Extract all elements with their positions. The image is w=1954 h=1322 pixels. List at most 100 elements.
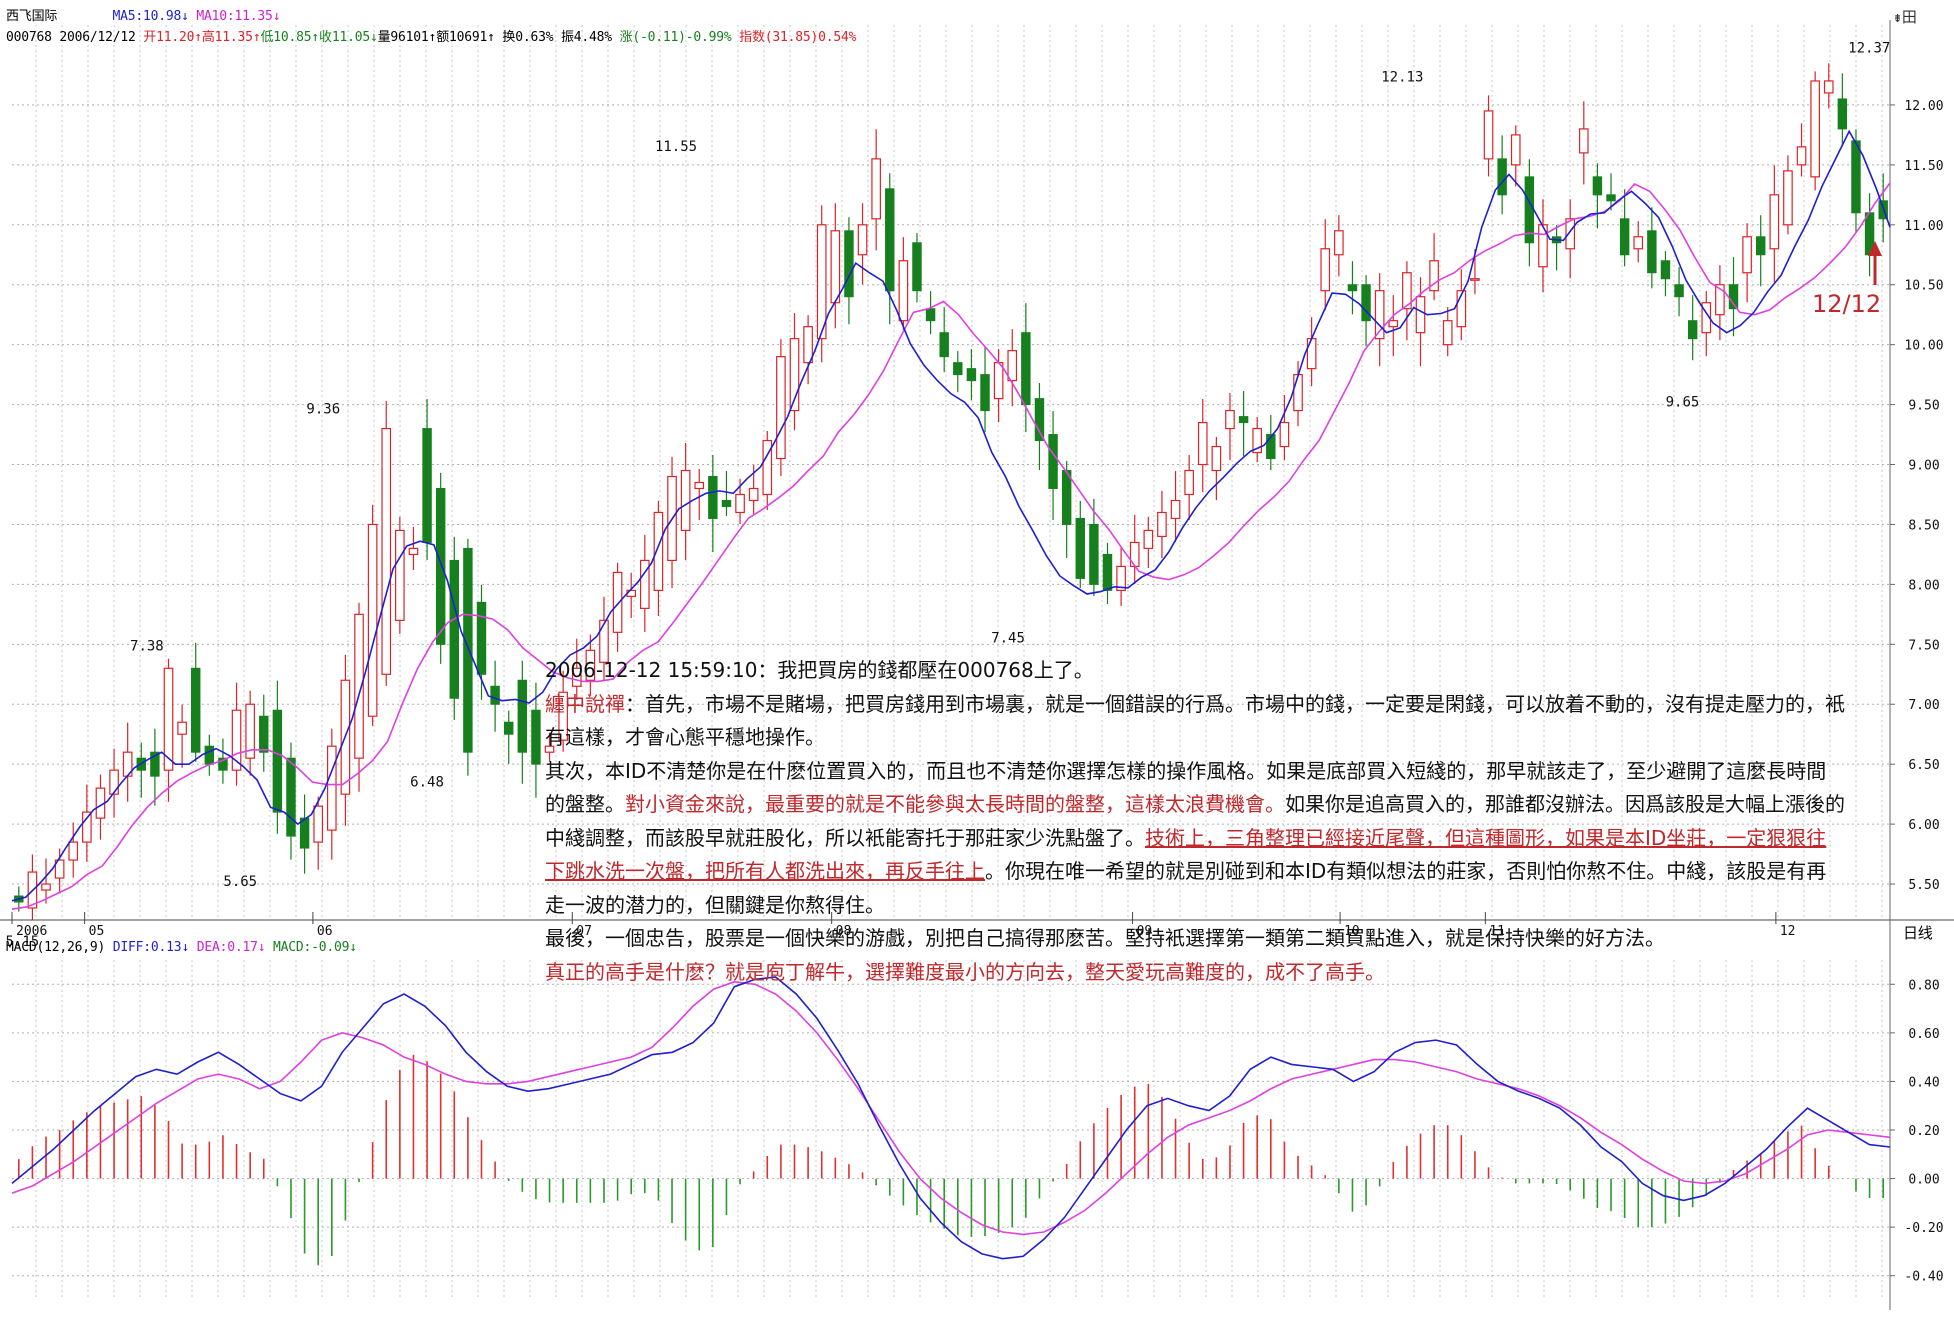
x-tick-label: 09	[1137, 924, 1153, 939]
candle-body-down	[1660, 260, 1671, 280]
macd-tick-label: 0.40	[1908, 1075, 1939, 1090]
candle-body-up	[993, 362, 1004, 400]
candle-body-up	[857, 224, 868, 256]
candle-body-up	[1388, 320, 1399, 328]
chart-header: 西飞国际 MA5:10.98↓ MA10:11.35↓	[6, 5, 281, 24]
candle-body-down	[1034, 398, 1045, 442]
candle-body-down	[912, 242, 922, 292]
x-tick-label: 10	[1344, 924, 1360, 939]
x-tick-label: 08	[836, 924, 852, 939]
candle-body-down	[259, 715, 269, 753]
code-date: 000768 2006/12/12	[6, 30, 136, 45]
price-tick-label: 11.00	[1904, 219, 1943, 234]
candle-body-down	[1075, 517, 1086, 579]
up-arrow-icon: ↑	[428, 30, 437, 45]
candle-body-up	[1225, 409, 1235, 430]
macd-tick-label: 0.20	[1908, 1124, 1939, 1139]
candle-body-down	[1837, 98, 1848, 130]
macd-tick-label: 0.60	[1908, 1027, 1939, 1042]
candle-body-up	[1170, 499, 1181, 520]
ma10-line	[11, 182, 1891, 911]
candle-body-up	[163, 667, 174, 771]
candle-body-down	[517, 679, 528, 753]
stock-name: 西飞国际	[6, 9, 58, 24]
panel-toggle-icon[interactable]: ⇟田	[1893, 8, 1917, 26]
quote-line: 000768 2006/12/12 开11.20↑高11.35↑低10.85↑收…	[6, 26, 856, 45]
macd-panel: 0.80 0.60 0.40 0.20 0.00 -0.20 -0.40	[11, 960, 1944, 1300]
candle-body-down	[1061, 470, 1072, 525]
candle-body-up	[1320, 248, 1331, 292]
up-arrow-icon: ↑	[194, 30, 202, 45]
candle-body-down	[925, 308, 936, 322]
macd-tick-label: -0.40	[1904, 1270, 1943, 1285]
candle-body-down	[1089, 523, 1099, 585]
candle-body-up	[1252, 427, 1263, 454]
candle-body-up	[789, 338, 800, 412]
candle-body-up	[1783, 170, 1793, 226]
candle-body-up	[871, 158, 881, 220]
note-paragraph-3: 其次，本ID不清楚你是在什麽位置買入的，而且也不清楚你選擇怎樣的操作風格。如果是…	[545, 755, 1845, 923]
candle-body-up	[612, 571, 623, 633]
price-tick-label: 6.00	[1908, 818, 1939, 833]
candle-body-up	[1334, 230, 1344, 256]
candle-body-down	[721, 499, 732, 507]
candle-body-up	[776, 356, 786, 460]
down-arrow-icon: ↓	[181, 940, 190, 955]
candle-body-down	[150, 751, 160, 777]
candle-body-up	[177, 721, 187, 735]
ma10-value: MA10:11.35	[196, 9, 273, 24]
ma10-arrow: ↓	[272, 9, 281, 24]
volume-value: 量96101	[377, 30, 429, 45]
candle-body-down	[1728, 284, 1739, 310]
candle-body-up	[1415, 296, 1426, 334]
down-arrow-icon: ↓	[257, 940, 266, 955]
candle-body-up	[54, 859, 65, 879]
macd-tick-label: 0.00	[1908, 1173, 1939, 1188]
candle-body-up	[231, 709, 242, 771]
macd-value: MACD:-0.09	[273, 940, 350, 955]
candle-body-up	[1456, 290, 1467, 328]
candle-body-down	[980, 374, 990, 412]
price-tick-label: 12.00	[1904, 99, 1943, 114]
candle-body-down	[1674, 284, 1684, 298]
candle-body-up	[109, 769, 119, 795]
candle-body-up	[1374, 290, 1385, 340]
candle-body-down	[1497, 158, 1507, 196]
candle-body-down	[1851, 140, 1861, 214]
candle-body-up	[1578, 128, 1589, 154]
candle-body-down	[1021, 332, 1031, 406]
candle-body-up	[1510, 134, 1521, 166]
note-text: 如果你是追高買入的，那誰都沒辦法。因爲該股是大幅上漲後的中綫調整，而該股早就莊股…	[545, 792, 1845, 850]
candle-body-up	[1402, 272, 1412, 310]
macd-dea: DEA:0.17	[196, 940, 258, 955]
price-tick-label: 7.50	[1908, 638, 1939, 653]
candle-body-down	[1266, 434, 1276, 460]
arrow-date-label: 12/12	[1812, 290, 1882, 318]
candle-body-down	[463, 547, 473, 753]
candle-body-up	[599, 619, 609, 663]
candle-body-down	[422, 428, 432, 543]
candle-body-down	[218, 757, 228, 771]
candle-body-up	[1715, 284, 1725, 316]
x-tick-label: 2006	[16, 924, 47, 939]
extreme-price-label: 6.48	[410, 775, 444, 791]
candle-body-up	[367, 523, 378, 717]
candle-body-up	[395, 529, 405, 621]
candle-body-up	[1429, 260, 1439, 292]
period-label[interactable]: 日线	[1903, 924, 1933, 942]
candle-body-down	[1347, 284, 1358, 292]
extreme-price-label: 9.65	[1666, 395, 1700, 411]
dea-line	[11, 981, 1891, 1236]
candle-body-up	[1007, 350, 1018, 382]
ma5-arrow: ↓	[181, 9, 189, 24]
candle-body-up	[1197, 421, 1208, 466]
extreme-price-label: 12.13	[1381, 69, 1423, 85]
macd-tick-label: -0.20	[1904, 1221, 1943, 1236]
candle-body-down	[966, 368, 977, 382]
candle-body-down	[1755, 236, 1766, 256]
down-arrow-icon: ↓	[349, 940, 357, 955]
candle-body-up	[762, 439, 773, 496]
candle-body-up	[1742, 236, 1752, 274]
note-paragraph-4: 最後，一個忠告，股票是一個快樂的游戲，別把自己搞得那麽苦。堅持衹選擇第一類第二類…	[545, 926, 1665, 950]
candle-body-down	[885, 188, 895, 292]
